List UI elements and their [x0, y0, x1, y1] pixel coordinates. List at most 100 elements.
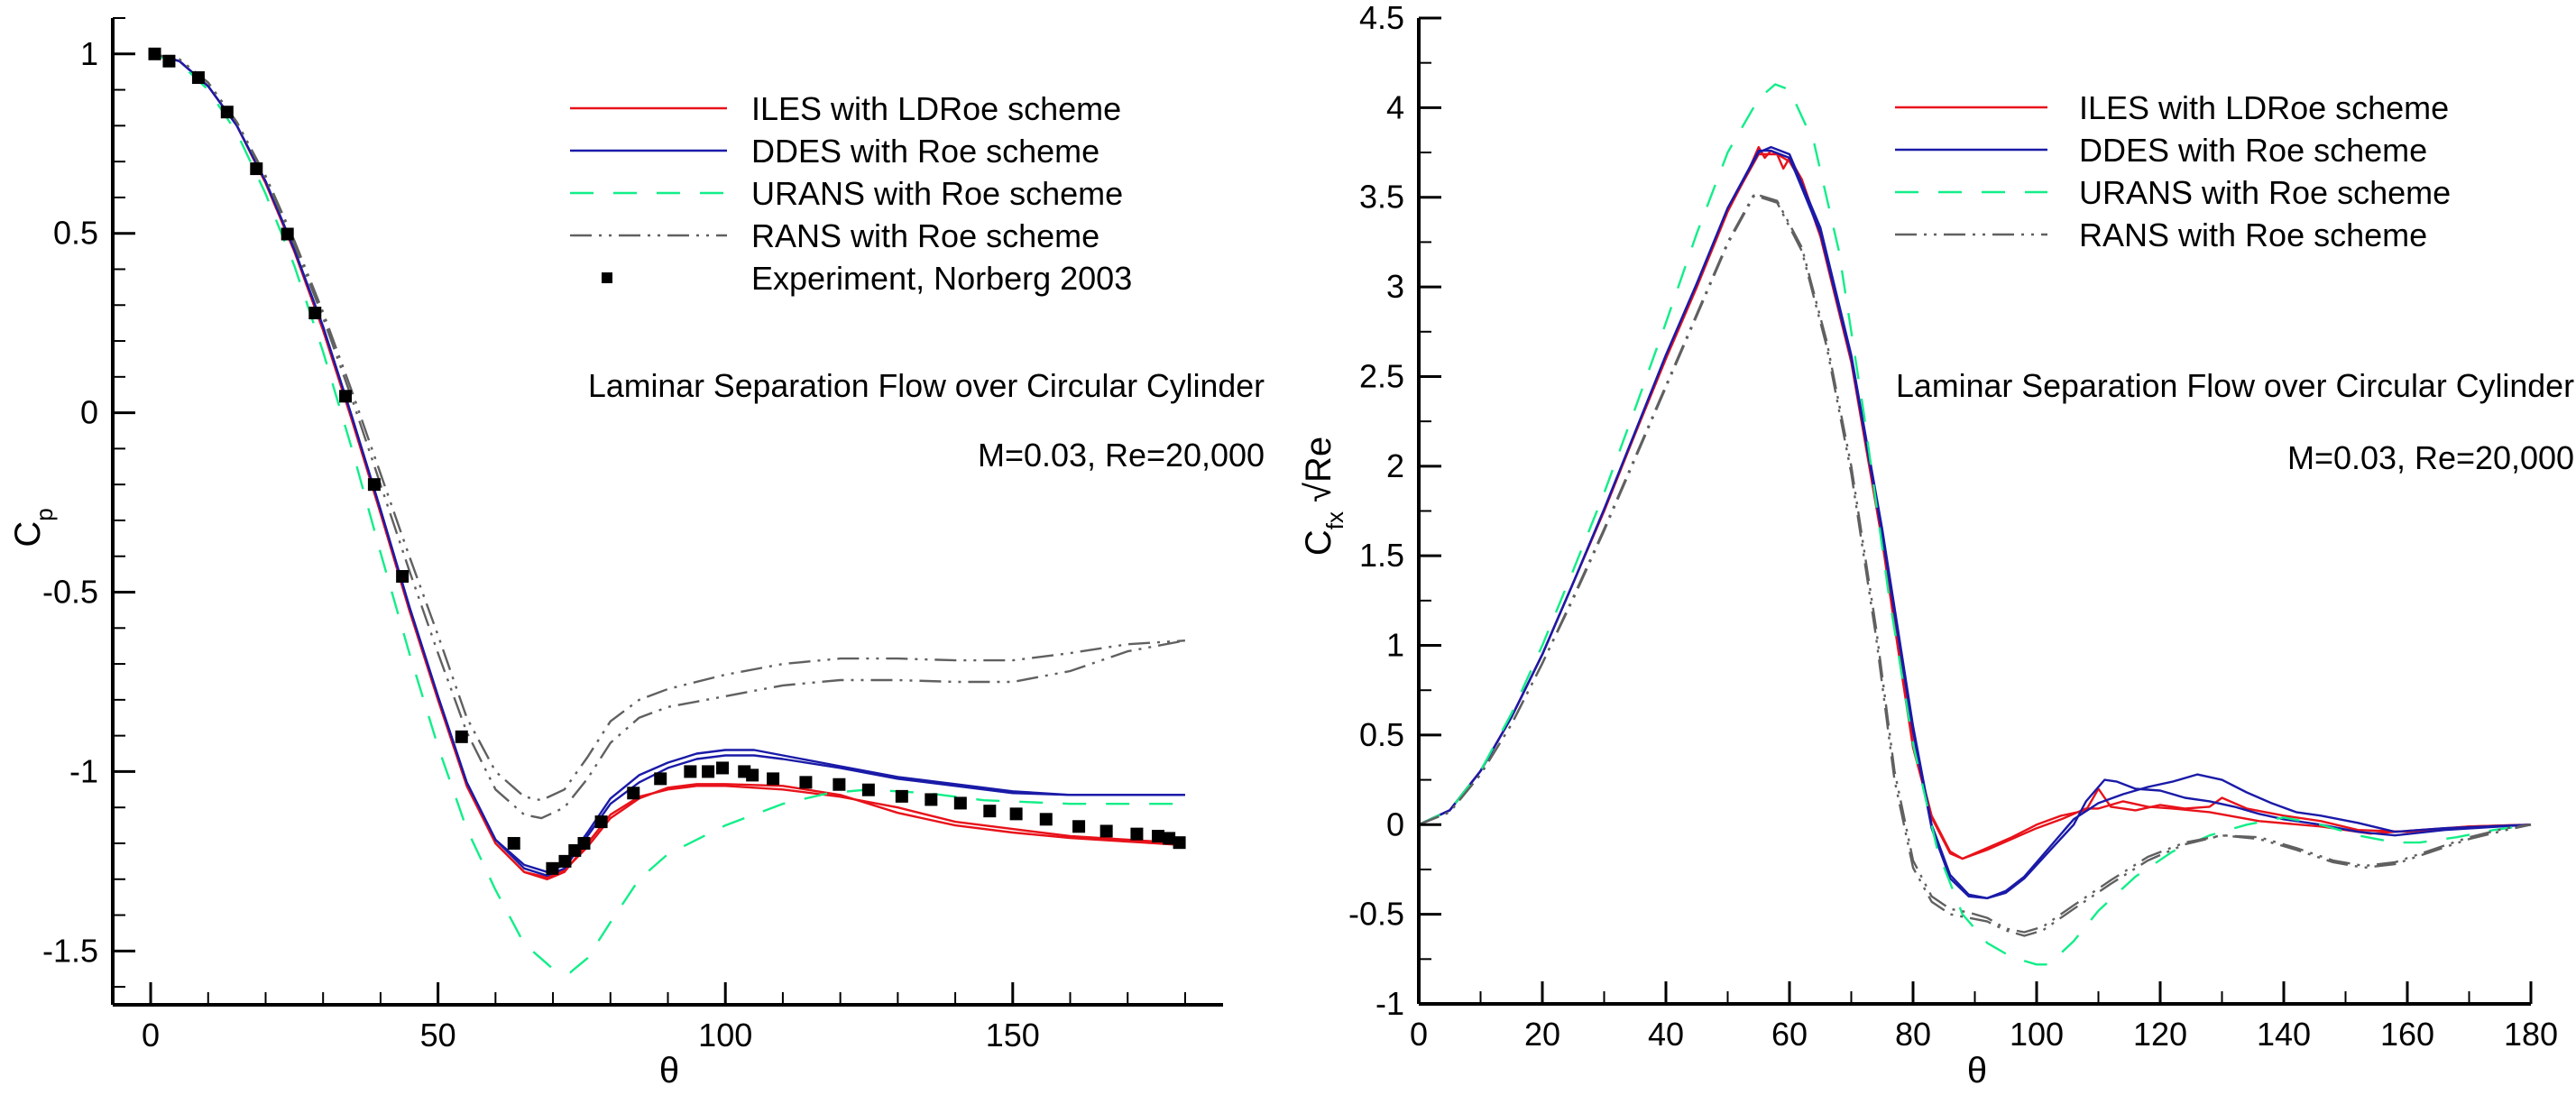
cp-x-axis-title: θ — [659, 1051, 679, 1090]
cf-y-axis-title: Cfx √Re — [1299, 437, 1348, 556]
legend-label: ILES with LDRoe scheme — [751, 90, 1121, 127]
cf-y-tick-label: 1 — [1386, 627, 1404, 664]
cp-experiment-point — [162, 54, 176, 68]
cf-x-tick-label: 0 — [1410, 1016, 1428, 1053]
cf-legend-item-iles: ILES with LDRoe scheme — [1895, 89, 2449, 126]
legend-label: DDES with Roe scheme — [751, 133, 1099, 170]
cf-y-tick-label: 3 — [1386, 268, 1404, 305]
cf-legend: ILES with LDRoe scheme DDES with Roe sche… — [1895, 89, 2451, 253]
cp-experiment-point — [308, 307, 322, 320]
cp-experiment-point — [148, 47, 161, 60]
legend-label: Experiment, Norberg 2003 — [751, 260, 1132, 297]
cp-legend: ILES with LDRoe scheme DDES with Roe sche… — [570, 90, 1132, 297]
cp-experiment-point — [1039, 813, 1053, 826]
cf-x-tick-label: 120 — [2133, 1016, 2187, 1053]
cp-experiment-point — [1130, 827, 1144, 841]
cp-y-tick-label: -1.5 — [42, 932, 98, 969]
legend-label: DDES with Roe scheme — [2079, 132, 2427, 169]
cf-annotation-title: Laminar Separation Flow over Circular Cy… — [1896, 367, 2574, 404]
cp-experiment-point — [627, 787, 640, 800]
cp-experiment-markers — [148, 47, 1186, 875]
cf-y-tick-label: 4.5 — [1359, 0, 1404, 36]
cp-x-tick-label: 0 — [142, 1017, 160, 1054]
cf-annotation-conditions: M=0.03, Re=20,000 — [2287, 439, 2574, 476]
cp-y-tick-label: 0 — [80, 394, 98, 431]
cp-chart: 0 50 100 150 -1.5 -1 -0.5 0 0.5 1 θ Cp ILES with … — [8, 17, 1265, 1090]
cp-experiment-point — [654, 772, 667, 786]
cf-chart: 0 20 40 60 80 100 120 140 160 180 -1 -0.5 0 0.5 1 1.5 2 2… — [1299, 0, 2574, 1090]
cf-y-tick-label: 2.5 — [1359, 357, 1404, 394]
legend-label: RANS with Roe scheme — [2079, 216, 2427, 253]
cp-experiment-point — [339, 390, 353, 403]
cp-experiment-point — [281, 227, 294, 241]
cp-experiment-point — [250, 162, 263, 176]
cp-series-rans-run2 — [150, 52, 1186, 820]
cp-experiment-point — [577, 836, 591, 850]
cp-experiment-point — [367, 478, 381, 492]
cf-y-tick-label: 3.5 — [1359, 179, 1404, 216]
cf-x-tick-label: 100 — [2010, 1016, 2064, 1053]
legend-marker-swatch — [602, 272, 612, 283]
cf-x-tick-label: 180 — [2504, 1016, 2558, 1053]
cf-series-ddes-run2 — [1418, 149, 2532, 899]
cp-legend-item-experiment: Experiment, Norberg 2003 — [602, 260, 1132, 297]
cf-legend-item-ddes: DDES with Roe scheme — [1895, 132, 2427, 169]
cf-y-tick-label: -1 — [1375, 985, 1404, 1022]
cp-experiment-point — [1099, 824, 1113, 838]
cp-experiment-point — [546, 861, 559, 875]
cf-y-axis-title-main: C — [1299, 529, 1339, 556]
cf-x-tick-label: 20 — [1524, 1016, 1560, 1053]
cp-x-tick-label: 50 — [420, 1017, 456, 1054]
cp-experiment-point — [558, 854, 572, 868]
cf-x-axis-title: θ — [1967, 1051, 1987, 1090]
cp-series-rans — [150, 52, 1185, 802]
legend-label: RANS with Roe scheme — [751, 217, 1099, 254]
cf-x-tick-label: 60 — [1771, 1016, 1808, 1053]
legend-label: ILES with LDRoe scheme — [2079, 89, 2449, 126]
cp-legend-item-ddes: DDES with Roe scheme — [570, 133, 1099, 170]
cp-experiment-point — [594, 815, 608, 829]
cf-y-axis-title-sub: fx — [1321, 511, 1348, 529]
cp-experiment-point — [1072, 820, 1086, 833]
cp-y-axis-title: Cp — [8, 508, 58, 547]
cp-experiment-point — [716, 761, 730, 775]
cp-experiment-point — [684, 765, 697, 778]
svg-text:Cp: Cp — [8, 508, 58, 547]
cp-x-tick-label: 150 — [986, 1017, 1040, 1054]
cp-experiment-point — [1173, 836, 1186, 850]
cp-tick-labels: 0 50 100 150 -1.5 -1 -0.5 0 0.5 1 — [42, 35, 1040, 1054]
cp-experiment-point — [746, 768, 759, 782]
cp-experiment-point — [1163, 832, 1176, 845]
cp-experiment-point — [220, 106, 234, 119]
cp-experiment-point — [507, 836, 520, 850]
legend-label: URANS with Roe scheme — [2079, 174, 2451, 211]
svg-text:Cfx√Re: Cfx √Re — [1299, 437, 1348, 556]
cf-legend-item-rans: RANS with Roe scheme — [1895, 216, 2427, 253]
cf-y-tick-label: -0.5 — [1348, 896, 1404, 933]
cp-experiment-point — [396, 570, 409, 584]
cf-y-tick-label: 0 — [1386, 805, 1404, 842]
cp-experiment-point — [925, 793, 938, 806]
cp-y-tick-label: -1 — [69, 752, 98, 789]
cp-experiment-point — [953, 796, 967, 810]
cp-experiment-point — [191, 71, 205, 85]
cf-y-tick-label: 0.5 — [1359, 716, 1404, 753]
cp-experiment-point — [455, 730, 468, 743]
cp-y-tick-label: -0.5 — [42, 574, 98, 611]
cp-experiment-point — [1009, 807, 1023, 821]
cp-experiment-point — [861, 783, 875, 796]
cf-x-tick-label: 160 — [2380, 1016, 2434, 1053]
cp-experiment-point — [833, 778, 846, 791]
cp-x-tick-label: 100 — [698, 1017, 752, 1054]
cf-x-tick-label: 80 — [1895, 1016, 1931, 1053]
cf-y-tick-label: 1.5 — [1359, 537, 1404, 574]
cf-y-tick-label: 2 — [1386, 447, 1404, 484]
cp-experiment-point — [702, 765, 715, 778]
cf-curves — [1418, 83, 2532, 966]
cp-y-tick-label: 0.5 — [53, 215, 98, 252]
cp-experiment-point — [1152, 830, 1165, 843]
cp-axes — [111, 17, 1223, 1007]
cf-series-rans-run2 — [1418, 194, 2532, 937]
cf-axes — [1417, 16, 2533, 1006]
